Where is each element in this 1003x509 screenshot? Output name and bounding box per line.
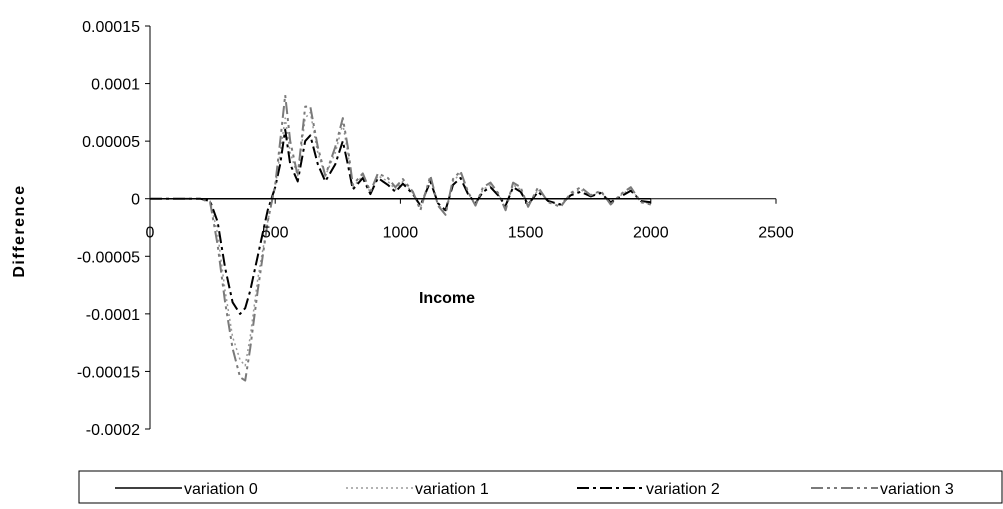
y-tick-label: -0.00005 [77,249,140,266]
x-tick-label: 2000 [633,225,669,242]
x-tick-label: 1500 [508,225,544,242]
legend: variation 0 variation 1 variation 2 variati… [78,470,1003,504]
x-tick-label: 500 [262,225,289,242]
series-line-variation-2 [150,128,651,315]
y-tick-label: -0.0001 [86,307,140,324]
y-tick-label: -0.0002 [86,422,140,439]
legend-label: variation 0 [184,481,258,498]
y-tick-label: 0.0001 [91,77,140,94]
legend-label: variation 2 [646,481,720,498]
legend-label: variation 3 [880,481,954,498]
y-tick-label: 0 [131,192,140,209]
y-axis-ticks: 0.00015 0.0001 0.00005 0 -0.00005 -0.0001 -0.0… [77,19,150,439]
legend-label: variation 1 [415,481,489,498]
series-line-variation-3 [150,94,652,382]
y-tick-label: -0.00015 [77,364,140,381]
y-tick-label: 0.00005 [82,134,140,151]
x-axis-title: Income [419,290,475,307]
x-tick-label: 1000 [383,225,419,242]
y-axis-title: Difference [11,184,28,277]
x-tick-label: 0 [146,225,155,242]
plot-area [149,26,776,429]
x-axis-ticks: 0 500 1000 1500 2000 2500 [146,198,794,242]
x-tick-label: 2500 [758,225,794,242]
y-tick-label: 0.00015 [82,19,140,36]
